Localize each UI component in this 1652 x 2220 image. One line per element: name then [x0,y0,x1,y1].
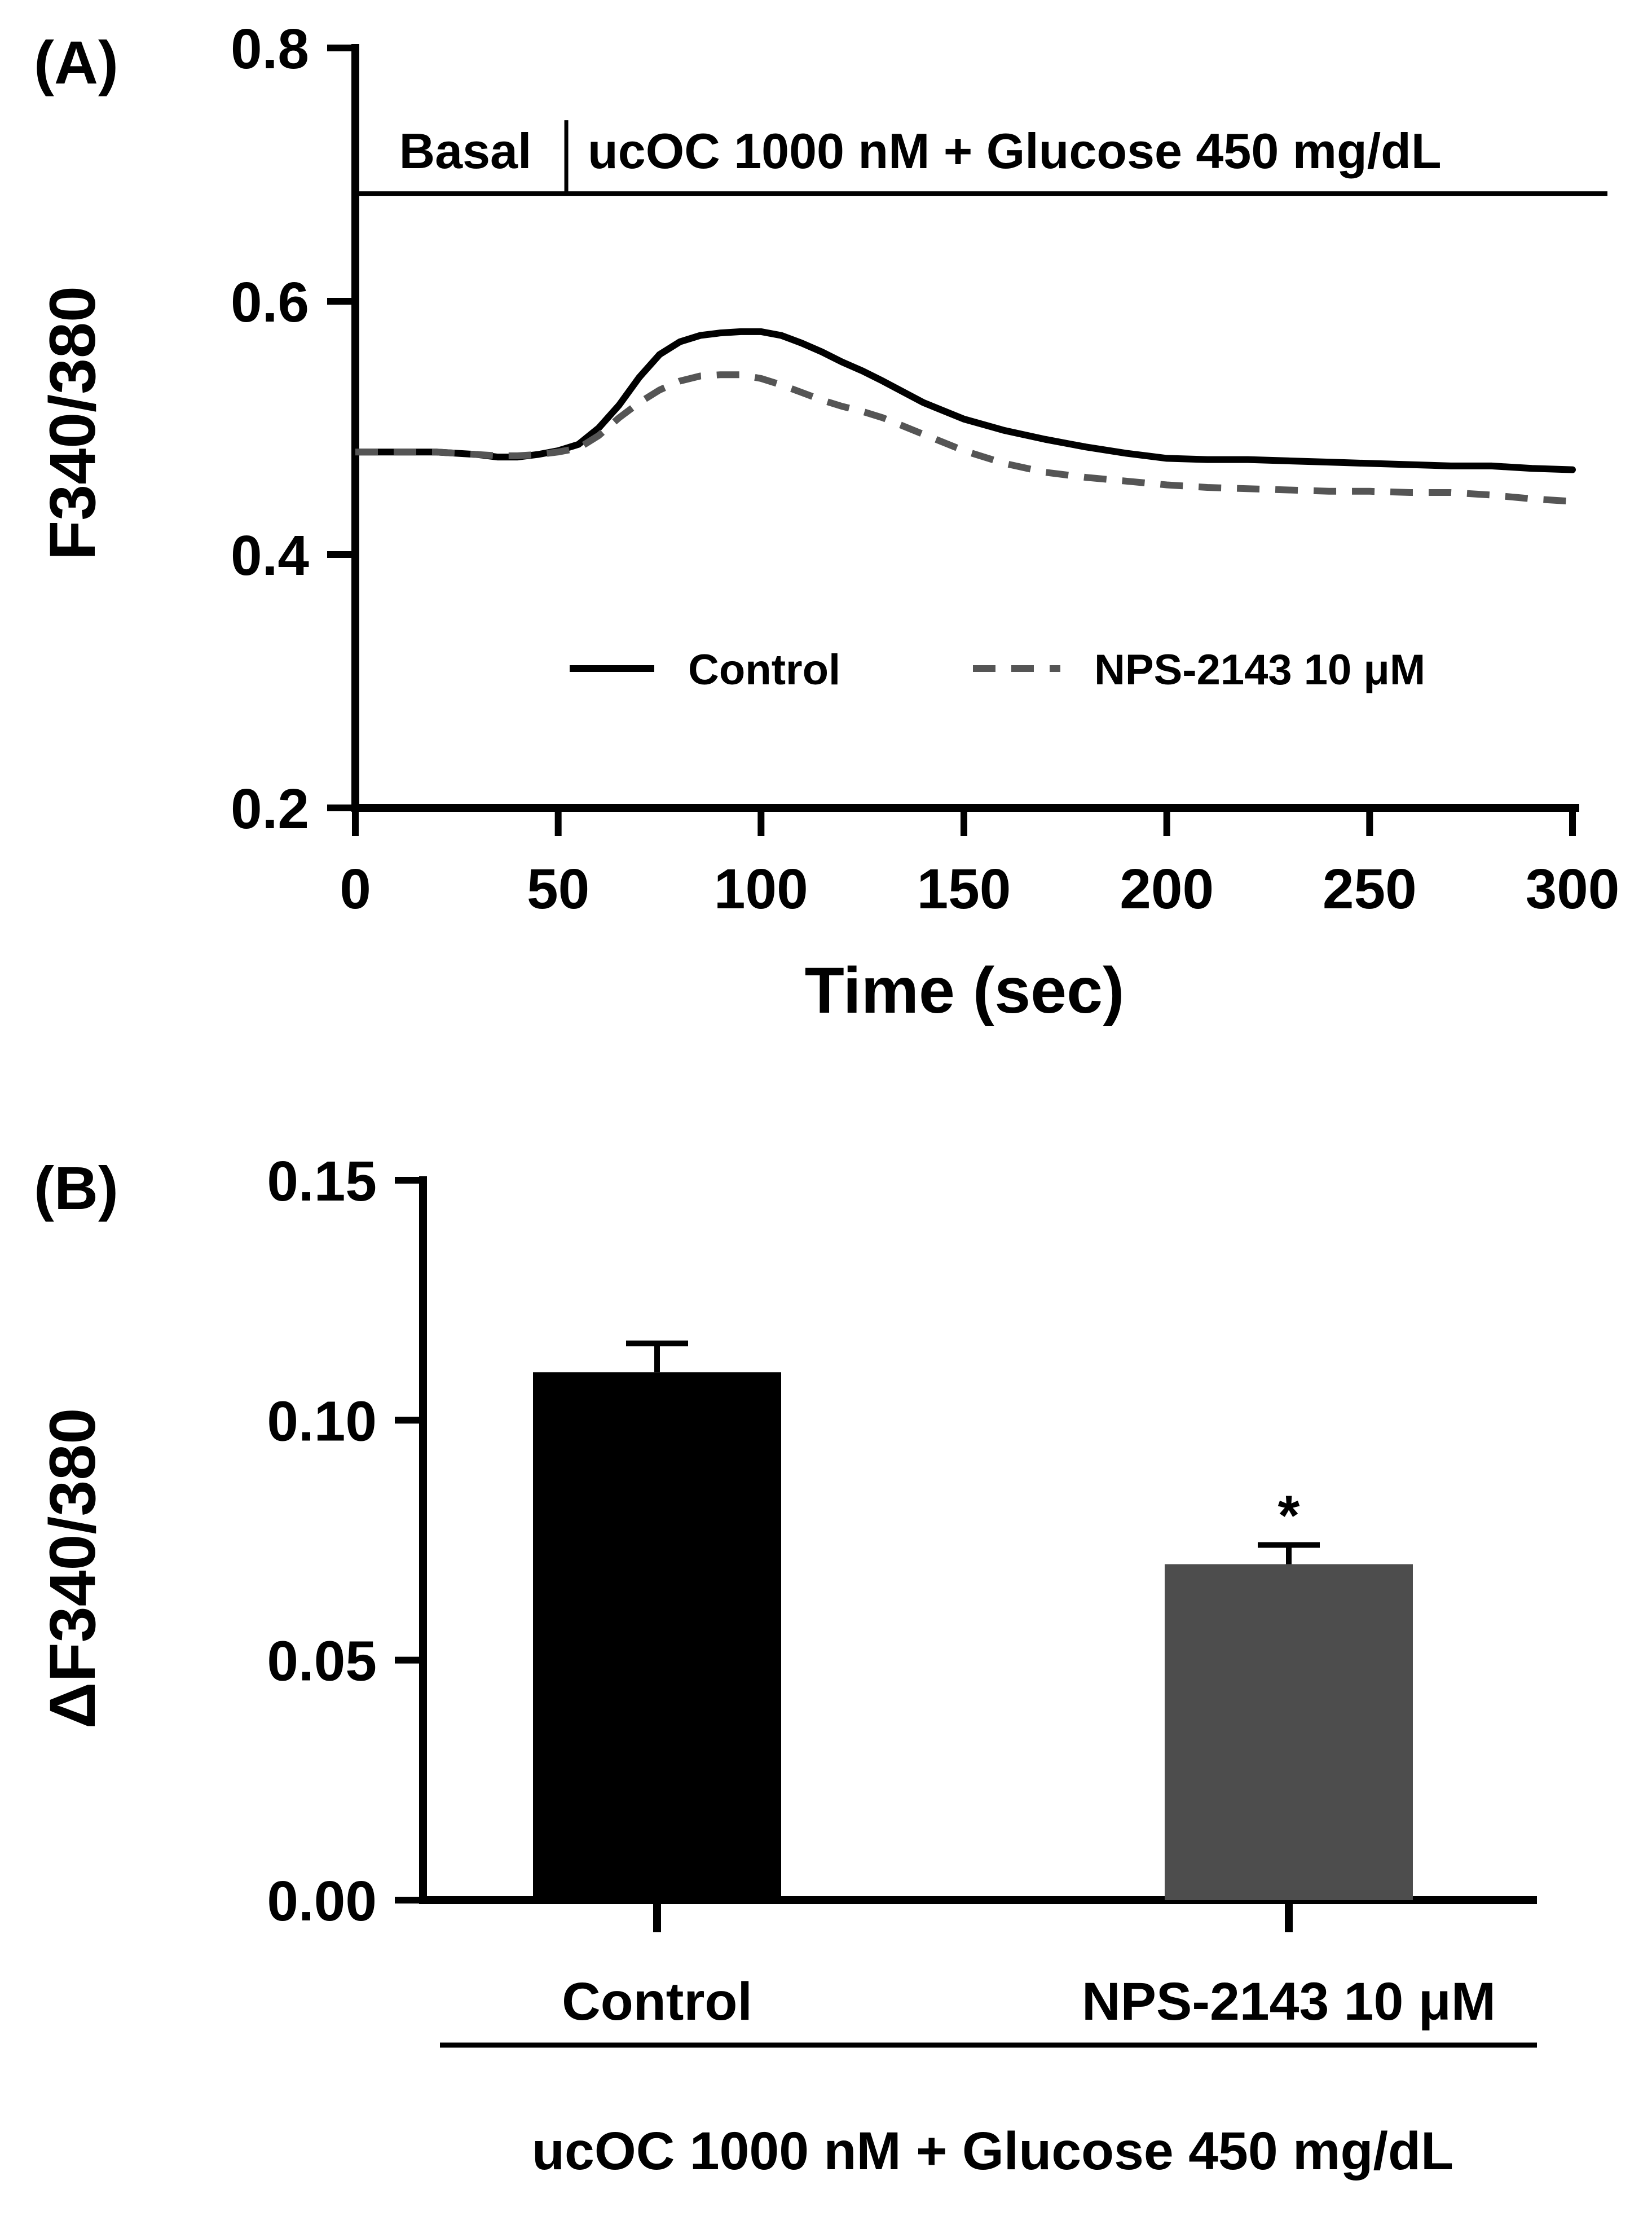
bar-nps-2143 [1165,1564,1413,1900]
legend-label-nps-2143: NPS-2143 10 μM [1094,646,1425,694]
panel-a: (A) F340/380 0.2 0.4 0.6 0.8 0 50 100 150 200 25… [34,17,1619,1027]
panel-a-y-axis-label: F340/380 [37,286,109,560]
y-tick-label: 0.2 [231,777,309,841]
y-tick-label: 0.10 [267,1390,377,1453]
nps-2143-series-line [355,371,1573,505]
panel-a-label: (A) [34,28,118,96]
x-tick-label: 100 [714,858,808,921]
category-label-control: Control [562,1972,752,2032]
x-tick-label: 300 [1526,858,1620,921]
panel-a-x-ticks: 0 50 100 150 200 250 300 [340,808,1619,921]
x-tick-label: 250 [1323,858,1417,921]
x-tick-label: 0 [340,858,371,921]
panel-a-legend: Control NPS-2143 10 μM [570,646,1425,694]
y-tick-label: 0.00 [267,1870,377,1933]
basal-label: Basal [399,123,532,179]
panel-b-label: (B) [34,1154,118,1222]
x-tick-label: 150 [917,858,1011,921]
control-series-line [352,328,1576,473]
legend-label-control: Control [688,646,840,694]
y-tick-label: 0.8 [231,17,309,81]
x-tick-label: 200 [1120,858,1214,921]
y-tick-label: 0.6 [231,271,309,334]
significance-marker: * [1278,1484,1300,1548]
panel-b: (B) ΔF340/380 0.00 0.05 0.10 0.15 * Control… [34,1150,1537,2181]
panel-b-y-axis-label: ΔF340/380 [37,1408,109,1729]
y-tick-label: 0.05 [267,1630,377,1693]
panel-b-x-axis-label: ucOC 1000 nM + Glucose 450 mg/dL [532,2121,1453,2181]
panel-a-y-ticks: 0.2 0.4 0.6 0.8 [231,17,355,841]
panel-a-x-axis-label: Time (sec) [805,955,1125,1027]
bar-control [533,1372,781,1900]
y-tick-label: 0.15 [267,1150,377,1213]
category-label-nps-2143: NPS-2143 10 μM [1082,1972,1496,2032]
panel-b-y-ticks: 0.00 0.05 0.10 0.15 [267,1150,423,1933]
x-tick-label: 50 [527,858,589,921]
y-tick-label: 0.4 [231,524,309,587]
stimulus-label: ucOC 1000 nM + Glucose 450 mg/dL [588,123,1442,179]
